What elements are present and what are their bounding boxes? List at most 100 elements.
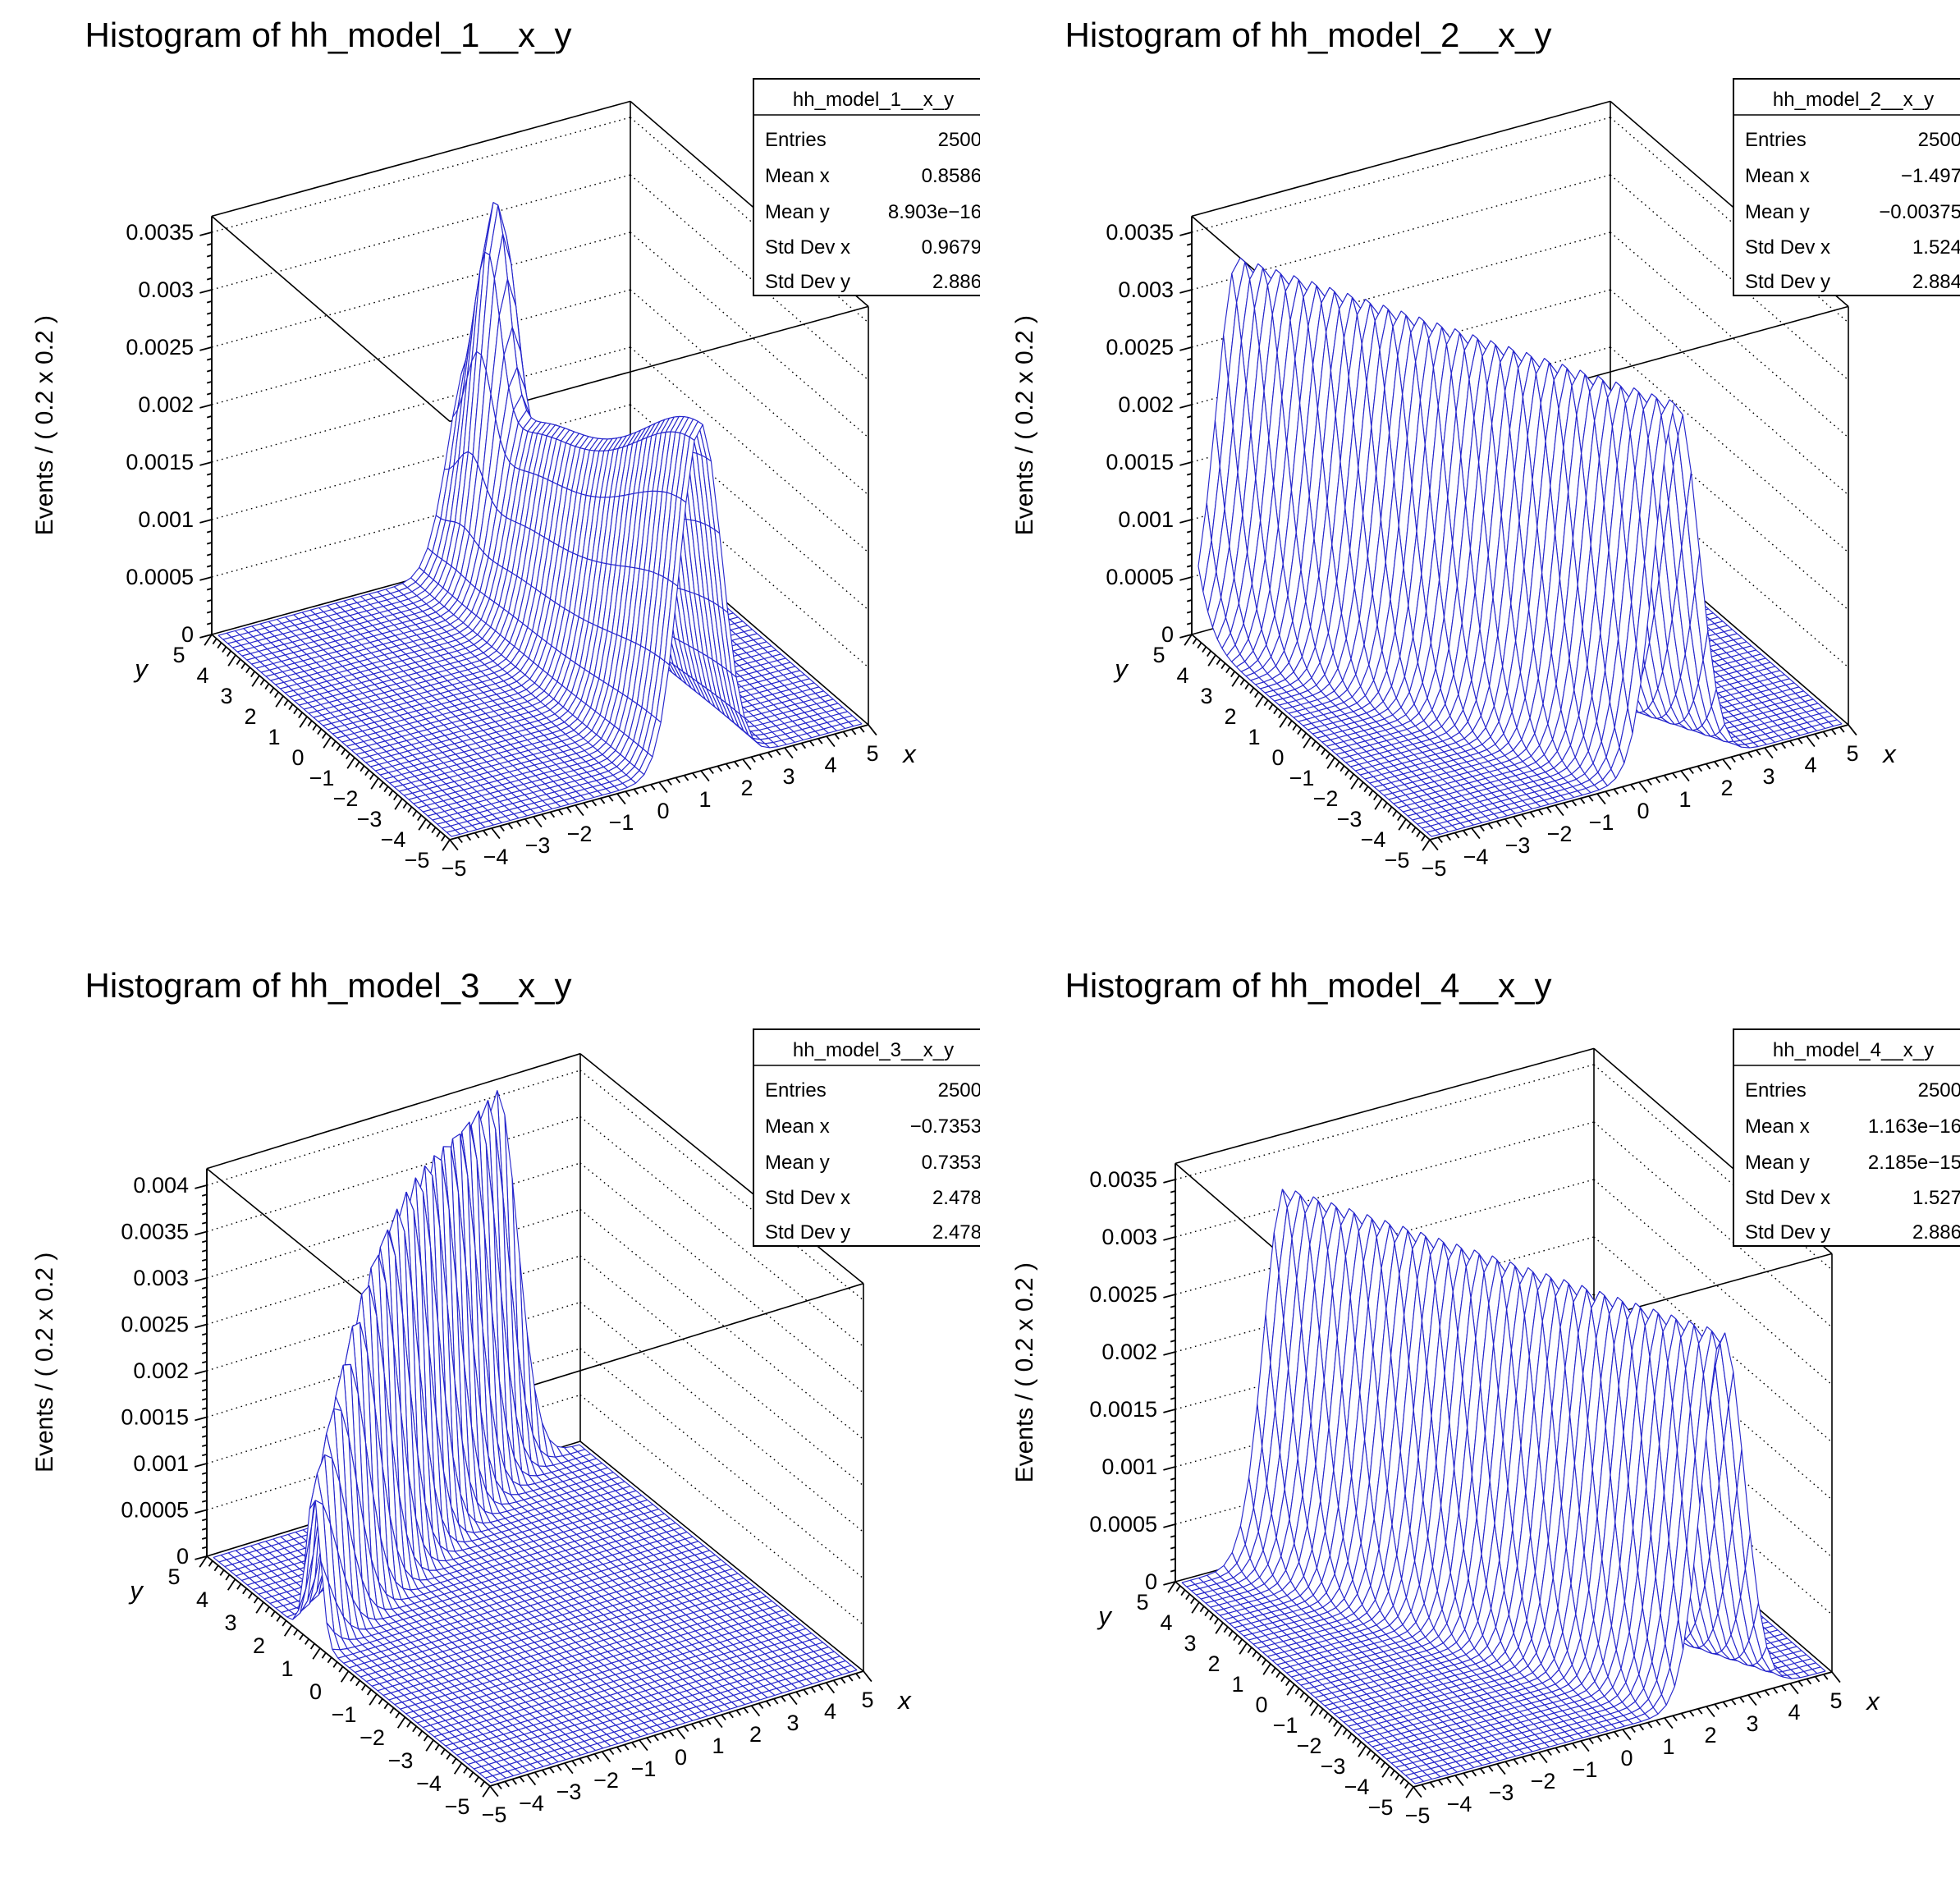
- z-tick-label: 0.0025: [1089, 1282, 1157, 1307]
- y-tick-label: −1: [1273, 1713, 1298, 1738]
- z-tick-label: 0.002: [133, 1358, 189, 1383]
- y-tick-label: −3: [388, 1748, 414, 1773]
- stats-value: 0.9679: [922, 236, 980, 259]
- stats-label: Entries: [765, 1079, 827, 1102]
- x-tick-label: −1: [609, 810, 634, 835]
- axes: −5 −4 −3 −2 −1 0 1 2 3 4 5−5−4−3−2−101234500.00050…: [1011, 216, 1897, 881]
- x-tick-label: 0: [1637, 799, 1649, 823]
- surface-plot-1: −5 −4 −3 −2 −1 0 1 2 3 4 5−5−4−3−2−101234500.00050…: [31, 16, 980, 881]
- stats-label: Entries: [765, 129, 827, 151]
- stats-label: Std Dev y: [1745, 1221, 1830, 1244]
- z-tick-label: 0.003: [1101, 1225, 1157, 1249]
- stats-box: hh_model_4__x_y Entries 2500 Mean x 1.163e−1…: [1733, 1028, 1960, 1247]
- stats-label: Mean y: [1745, 201, 1810, 223]
- x-tick-label: 1: [1678, 787, 1691, 812]
- x-tick-label: 5: [866, 741, 878, 766]
- chart-title: Histogram of hh_model_2__x_y: [1065, 16, 1551, 54]
- x-tick-label: −1: [1573, 1757, 1598, 1782]
- z-axis-title: Events / ( 0.2 x 0.2 ): [31, 315, 58, 535]
- stats-label: Entries: [1745, 129, 1807, 151]
- z-tick-label: 0.0015: [1106, 450, 1174, 474]
- y-tick-label: −4: [1344, 1775, 1370, 1799]
- stats-value: 1.163e−16: [1868, 1115, 1960, 1138]
- y-tick-label: −1: [332, 1702, 357, 1727]
- x-tick-label: −2: [1547, 822, 1573, 846]
- stats-label: Std Dev y: [765, 271, 850, 293]
- x-tick-label: 1: [712, 1734, 724, 1758]
- z-tick-label: 0.004: [133, 1173, 189, 1198]
- surface-plot-4: −5 −4 −3 −2 −1 0 1 2 3 4 5−5−4−3−2−101234500.00050…: [1011, 966, 1960, 1828]
- stats-value: 2500: [938, 1079, 980, 1102]
- surface-mesh: [1181, 1189, 1826, 1784]
- y-tick-label: −1: [309, 766, 335, 790]
- chart-title: Histogram of hh_model_3__x_y: [85, 966, 571, 1005]
- stats-value: 1.524: [1912, 236, 1960, 259]
- y-tick-label: 2: [253, 1633, 265, 1658]
- y-tick-label: 4: [1176, 663, 1188, 688]
- x-tick-label: 0: [1620, 1746, 1633, 1770]
- x-tick-label: 0: [657, 799, 669, 823]
- stats-label: Std Dev x: [1745, 236, 1830, 259]
- y-tick-label: −4: [1361, 827, 1386, 852]
- x-tick-label: 2: [740, 776, 753, 800]
- x-tick-label: −4: [1463, 845, 1489, 869]
- y-axis-title: y: [133, 654, 149, 683]
- z-tick-label: 0.0035: [1089, 1167, 1157, 1192]
- x-tick-label: 1: [698, 787, 711, 812]
- stats-title: hh_model_2__x_y: [1773, 89, 1934, 111]
- x-axis-title: x: [896, 1686, 912, 1715]
- z-tick-label: 0.001: [133, 1451, 189, 1476]
- z-axis-title: Events / ( 0.2 x 0.2 ): [31, 1253, 58, 1473]
- surface-plot-2: −5 −4 −3 −2 −1 0 1 2 3 4 5−5−4−3−2−101234500.00050…: [1011, 16, 1960, 881]
- stats-label: Mean x: [1745, 1115, 1810, 1138]
- z-tick-label: 0.003: [1118, 277, 1174, 302]
- y-tick-label: −3: [1321, 1754, 1346, 1779]
- y-axis-title: y: [128, 1576, 144, 1605]
- pad-1: −5 −4 −3 −2 −1 0 1 2 3 4 5 −5 −4 −3 −2 −1 0 1 2 3 4 5 0 0.0005 0…: [0, 0, 980, 950]
- y-axis-title: y: [1097, 1601, 1113, 1630]
- z-tick-label: 0.003: [138, 277, 194, 302]
- stats-label: Std Dev x: [765, 1187, 850, 1209]
- stats-value: −0.7353: [910, 1115, 980, 1138]
- x-tick-label: 2: [1704, 1723, 1716, 1748]
- x-axis-title: x: [901, 740, 917, 768]
- x-tick-label: −1: [631, 1757, 657, 1781]
- stats-label: Mean x: [1745, 165, 1810, 187]
- z-tick-label: 0.0035: [1106, 220, 1174, 245]
- y-tick-label: −2: [1297, 1734, 1322, 1758]
- stats-label: Entries: [1745, 1079, 1807, 1102]
- y-tick-label: 1: [281, 1656, 293, 1681]
- axes: −5 −4 −3 −2 −1 0 1 2 3 4 5−5−4−3−2−101234500.00050…: [31, 216, 917, 881]
- x-tick-label: −5: [482, 1803, 507, 1827]
- stats-label: Mean x: [765, 1115, 830, 1138]
- axes: −5 −4 −3 −2 −1 0 1 2 3 4 5−5−4−3−2−101234500.00050…: [31, 1168, 912, 1827]
- y-tick-label: 1: [1248, 725, 1260, 749]
- y-tick-label: 0: [1255, 1693, 1267, 1717]
- x-tick-label: 3: [1746, 1711, 1758, 1736]
- x-tick-label: −5: [442, 856, 467, 881]
- y-tick-label: 5: [167, 1564, 180, 1589]
- x-tick-label: −1: [1589, 810, 1614, 835]
- x-tick-label: 2: [749, 1722, 762, 1747]
- y-tick-label: −5: [405, 848, 430, 873]
- z-tick-label: 0: [1145, 1569, 1157, 1594]
- stats-label: Mean y: [1745, 1152, 1810, 1174]
- z-tick-label: 0.0005: [126, 565, 194, 589]
- z-tick-label: 0.0005: [1089, 1512, 1157, 1537]
- z-tick-label: 0.001: [138, 507, 194, 532]
- x-tick-label: −3: [1489, 1780, 1514, 1805]
- x-tick-label: −3: [525, 833, 551, 858]
- z-tick-label: 0.0025: [1106, 335, 1174, 360]
- stats-value: 2500: [1918, 1079, 1960, 1102]
- y-tick-label: −2: [1313, 786, 1339, 811]
- pad-3: −5 −4 −3 −2 −1 0 1 2 3 4 5 −5 −4 −3 −2 −1 0 1 2 3 4 5 0 0.0005 0…: [0, 950, 980, 1901]
- y-tick-label: −4: [416, 1771, 442, 1796]
- x-axis-title: x: [1881, 740, 1897, 768]
- x-tick-label: 4: [824, 753, 836, 777]
- stats-value: 8.903e−16: [888, 201, 980, 223]
- y-tick-label: −5: [1385, 848, 1410, 873]
- z-tick-label: 0.002: [1118, 392, 1174, 417]
- x-tick-label: 3: [786, 1711, 799, 1735]
- z-axis-title: Events / ( 0.2 x 0.2 ): [1011, 315, 1038, 535]
